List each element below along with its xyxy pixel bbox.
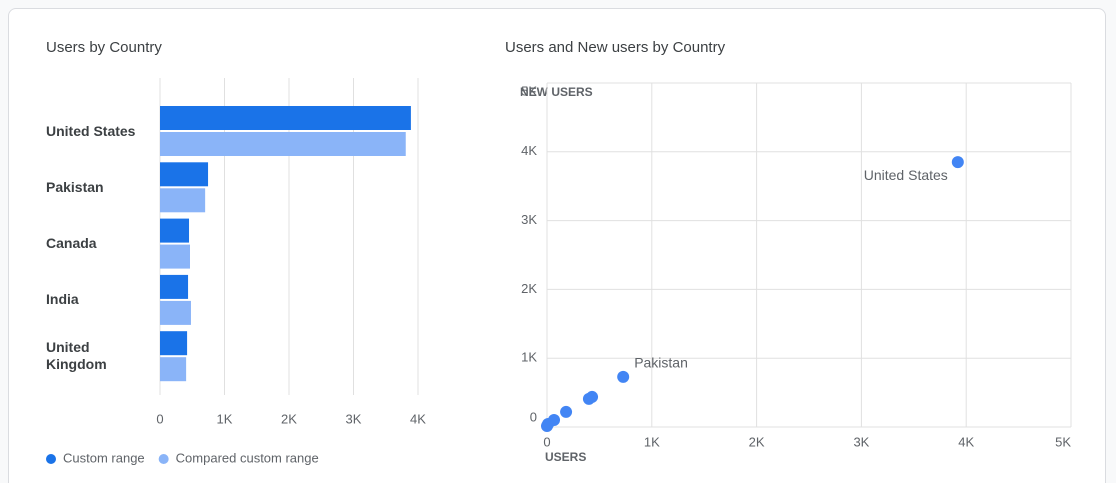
bar <box>160 218 190 243</box>
x-tick-label: 2K <box>281 411 297 426</box>
y-tick-label: 4K <box>521 143 537 158</box>
legend-label: Compared custom range <box>176 450 319 465</box>
x-tick-label: 1K <box>217 411 233 426</box>
y-tick-label: 2K <box>521 281 537 296</box>
scatter-point <box>617 370 630 383</box>
y-tick-label: 0 <box>530 409 537 424</box>
legend-label: Custom range <box>63 450 145 465</box>
chart-title: Users and New users by Country <box>505 39 726 56</box>
legend-swatch <box>46 454 56 464</box>
x-tick-label: 0 <box>543 434 550 449</box>
scatter-point <box>541 419 553 432</box>
bar <box>160 331 188 356</box>
bar <box>160 132 406 156</box>
x-axis-title: USERS <box>545 450 586 464</box>
y-tick-label: India <box>46 291 79 308</box>
y-axis-title: NEW USERS <box>520 85 593 99</box>
x-tick-label: 4K <box>958 434 974 449</box>
x-tick-label: 5K <box>1055 434 1071 449</box>
x-tick-label: 3K <box>853 434 869 449</box>
card <box>8 8 1106 483</box>
legend-swatch <box>158 454 169 464</box>
bar <box>160 357 187 382</box>
chart-title: Users by Country <box>46 39 162 56</box>
x-tick-label: 1K <box>644 434 660 449</box>
y-tick-label: United States <box>46 122 136 139</box>
bar <box>160 244 190 269</box>
bar <box>160 106 411 130</box>
bar <box>160 188 206 213</box>
y-tick-label: Canada <box>46 235 97 252</box>
scatter-point <box>582 392 595 405</box>
scatter-point <box>560 405 573 418</box>
x-tick-label: 3K <box>346 411 362 426</box>
bar <box>160 162 209 187</box>
point-label: United States <box>864 167 948 183</box>
x-tick-label: 2K <box>749 434 765 449</box>
y-tick-label: 5K <box>521 83 537 98</box>
bar <box>160 300 191 325</box>
y-tick-label: 1K <box>521 350 537 365</box>
point-label: Pakistan <box>634 355 688 371</box>
y-tick-label: 3K <box>521 212 537 227</box>
y-tick-label: Pakistan <box>46 178 104 195</box>
scatter-point <box>951 156 964 169</box>
x-tick-label: 4K <box>410 411 426 426</box>
x-tick-label: 0 <box>156 411 163 426</box>
bar <box>160 274 189 299</box>
y-tick-label: United Kingdom <box>46 339 107 373</box>
